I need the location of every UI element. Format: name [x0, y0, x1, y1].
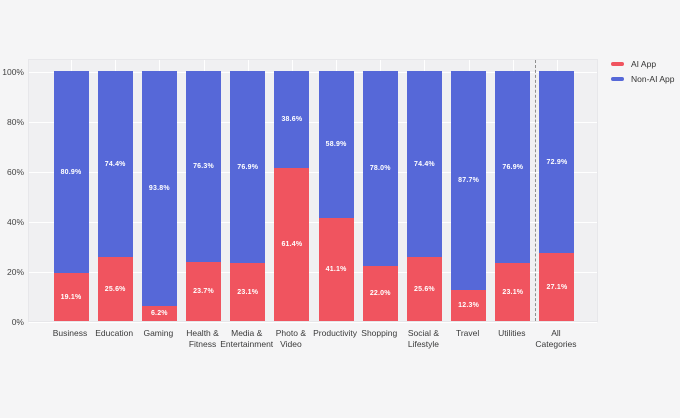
- bar-segment-ai-app[interactable]: 23.1%: [230, 263, 266, 321]
- bar-value-label: 41.1%: [325, 266, 347, 274]
- x-axis-category-label: Shopping: [361, 328, 398, 338]
- x-axis-category-label: Productivity: [313, 328, 358, 338]
- grid-line-h: [29, 222, 597, 223]
- bar-value-label: 87.7%: [458, 177, 480, 185]
- bar-segment-ai-app[interactable]: 22.0%: [362, 266, 398, 321]
- bar-segment-non-ai-app[interactable]: 72.9%: [539, 71, 575, 254]
- bar-segment-ai-app[interactable]: 19.1%: [53, 273, 89, 321]
- bar-value-label: 76.9%: [237, 163, 259, 171]
- x-axis-category-label: Photo & Video: [275, 328, 307, 349]
- bar-value-label: 22.0%: [369, 290, 391, 297]
- bar-segment-ai-app[interactable]: 61.4%: [274, 167, 310, 321]
- bar-group-travel[interactable]: 87.7% 12.3%: [451, 71, 487, 321]
- grid-line-h: [29, 272, 597, 273]
- legend-item-label: Non-AI App: [631, 74, 675, 84]
- bar-group-utilities[interactable]: 76.9% 23.1%: [495, 71, 531, 321]
- y-axis-tick-label: 0%: [11, 317, 24, 327]
- bar-value-label: 38.6%: [281, 115, 303, 123]
- y-axis-tick-label: 40%: [6, 217, 24, 227]
- bar-group-photo-video[interactable]: 38.6% 61.4%: [274, 71, 310, 321]
- bar-segment-non-ai-app[interactable]: 87.7%: [451, 71, 487, 291]
- bar-value-label: 23.7%: [193, 287, 214, 295]
- bar-segment-non-ai-app[interactable]: 58.9%: [318, 71, 354, 219]
- bar-segment-ai-app[interactable]: 25.6%: [406, 257, 442, 321]
- x-axis-category-label: Education: [95, 328, 134, 338]
- y-axis-tick-label: 60%: [6, 167, 24, 177]
- bar-value-label: 23.1%: [502, 288, 524, 296]
- bar-value-label: 23.1%: [237, 288, 259, 296]
- x-axis-category-label: Travel: [455, 328, 480, 338]
- bar-value-label: 76.3%: [193, 162, 214, 170]
- bar-value-label: 80.9%: [60, 168, 82, 176]
- x-axis-category-label: Social & Lifestyle: [407, 328, 440, 349]
- bar-segment-ai-app[interactable]: 27.1%: [539, 253, 575, 321]
- grid-line-h: [29, 122, 597, 123]
- x-axis-category-label: Media & Entertainment: [220, 328, 274, 349]
- grid-line-h: [29, 172, 597, 173]
- bar-segment-non-ai-app[interactable]: 74.4%: [406, 71, 442, 257]
- x-axis-category-label: All Categories: [535, 328, 577, 349]
- bar-group-social-lifestyle[interactable]: 74.4% 25.6%: [406, 71, 442, 321]
- x-axis-category-label: Business: [52, 328, 88, 338]
- y-axis-tick-label: 100%: [2, 67, 24, 77]
- bar-value-label: 74.4%: [104, 160, 126, 168]
- bar-value-label: 12.3%: [458, 302, 480, 310]
- legend-swatch-non-ai-app: [611, 77, 624, 81]
- bar-value-label: 25.6%: [414, 285, 435, 293]
- bar-segment-ai-app[interactable]: 23.7%: [186, 261, 222, 321]
- bar-segment-non-ai-app[interactable]: 93.8%: [141, 71, 177, 306]
- bar-segment-non-ai-app[interactable]: 76.9%: [230, 71, 266, 264]
- legend-item-ai-app[interactable]: AI App: [611, 59, 674, 69]
- bar-segment-ai-app[interactable]: 23.1%: [495, 263, 531, 321]
- bar-value-label: 19.1%: [60, 293, 82, 301]
- bar-value-label: 78.0%: [369, 165, 391, 172]
- bar-group-health-fitness[interactable]: 76.3% 23.7%: [186, 71, 222, 321]
- bar-group-gaming[interactable]: 93.8% 6.2%: [141, 71, 177, 321]
- bar-value-label: 72.9%: [546, 158, 568, 166]
- bar-segment-ai-app[interactable]: 6.2%: [141, 305, 177, 321]
- grid-line-h: [29, 72, 597, 73]
- legend-item-label: AI App: [631, 59, 657, 69]
- bar-group-all-categories[interactable]: 72.9% 27.1%: [539, 71, 575, 321]
- grid-line-h: [29, 322, 597, 323]
- y-axis-tick-label: 20%: [6, 267, 24, 277]
- bar-group-productivity[interactable]: 58.9% 41.1%: [318, 71, 354, 321]
- legend-swatch-ai-app: [611, 62, 624, 66]
- bar-group-education[interactable]: 74.4% 25.6%: [97, 71, 133, 321]
- bar-group-business[interactable]: 80.9% 19.1%: [53, 71, 89, 321]
- legend: AI App Non-AI App: [611, 59, 674, 84]
- bar-value-label: 61.4%: [281, 240, 303, 248]
- bar-segment-non-ai-app[interactable]: 38.6%: [274, 71, 310, 168]
- legend-item-non-ai-app[interactable]: Non-AI App: [611, 74, 674, 84]
- plot-area: 80.9% 19.1% 74.4% 25.6% 93.8% 6.2% 76.3% 23.7% 7…: [28, 59, 598, 323]
- bar-group-shopping[interactable]: 78.0% 22.0%: [362, 71, 398, 321]
- bar-segment-non-ai-app[interactable]: 76.9%: [495, 71, 531, 264]
- x-axis-category-label: Health & Fitness: [186, 328, 219, 349]
- bar-value-label: 25.6%: [104, 285, 126, 293]
- bar-segment-ai-app[interactable]: 12.3%: [451, 290, 487, 321]
- bar-segment-non-ai-app[interactable]: 80.9%: [53, 71, 89, 274]
- bar-value-label: 27.1%: [546, 283, 568, 291]
- bar-segment-ai-app[interactable]: 41.1%: [318, 218, 354, 321]
- bar-segment-non-ai-app[interactable]: 76.3%: [186, 71, 222, 262]
- bar-value-label: 93.8%: [148, 184, 170, 192]
- category-separator-line: [534, 60, 536, 321]
- bar-value-label: 58.9%: [325, 141, 347, 149]
- bar-segment-ai-app[interactable]: 25.6%: [97, 257, 133, 321]
- x-axis-category-label: Utilities: [498, 328, 526, 338]
- bar-segment-non-ai-app[interactable]: 78.0%: [362, 71, 398, 266]
- y-axis-tick-label: 80%: [6, 117, 24, 127]
- bar-value-label: 76.9%: [502, 163, 524, 171]
- x-axis-category-label: Gaming: [143, 328, 174, 338]
- bar-segment-non-ai-app[interactable]: 74.4%: [97, 71, 133, 257]
- bar-value-label: 74.4%: [414, 160, 435, 168]
- bar-value-label: 6.2%: [150, 309, 168, 317]
- bar-group-media-entertainment[interactable]: 76.9% 23.1%: [230, 71, 266, 321]
